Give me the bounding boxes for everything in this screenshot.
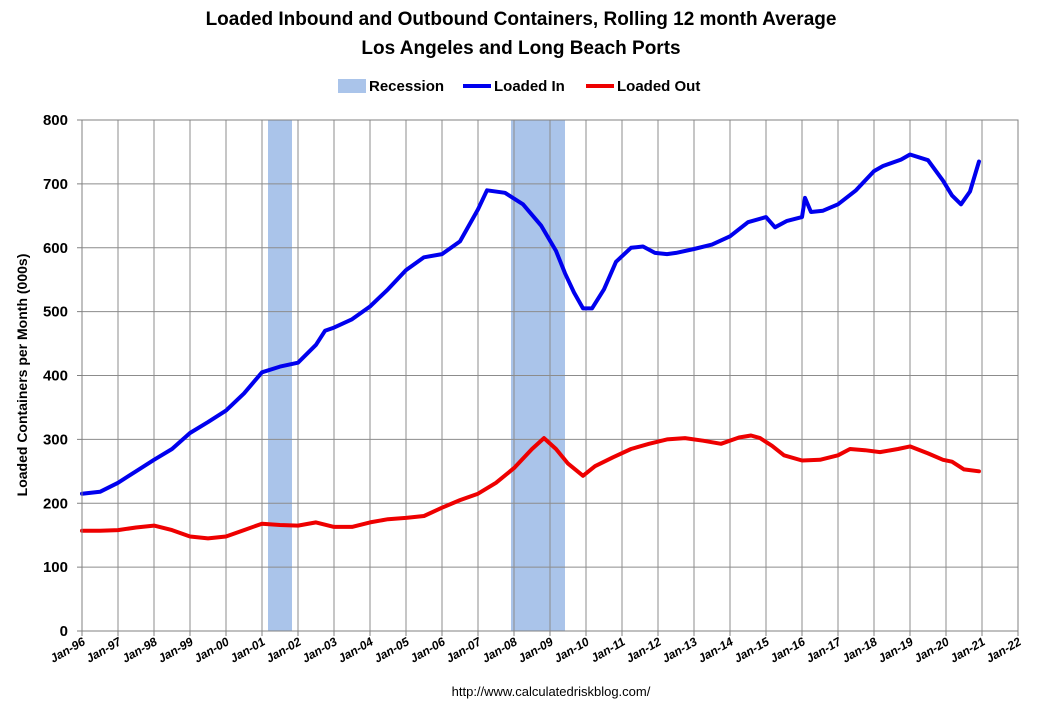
y-tick-label: 500: [43, 304, 68, 321]
y-tick-label: 700: [43, 176, 68, 193]
x-axis-ticks: Jan-96Jan-97Jan-98Jan-99Jan-00Jan-01Jan-…: [48, 631, 1024, 666]
y-tick-label: 100: [43, 559, 68, 576]
x-tick-label: Jan-16: [768, 634, 808, 665]
x-tick-label: Jan-98: [120, 634, 160, 665]
y-axis-label: Loaded Containers per Month (000s): [14, 254, 30, 497]
x-tick-label: Jan-17: [804, 634, 845, 666]
x-tick-label: Jan-10: [552, 634, 592, 665]
x-tick-label: Jan-02: [264, 634, 304, 665]
x-tick-label: Jan-14: [696, 634, 736, 665]
x-tick-label: Jan-00: [192, 634, 232, 665]
x-tick-label: Jan-15: [732, 634, 772, 665]
x-tick-label: Jan-03: [300, 634, 340, 665]
chart-subtitle: Los Angeles and Long Beach Ports: [361, 38, 680, 59]
legend-label-loaded-out: Loaded Out: [617, 78, 700, 95]
gridlines: [81, 119, 1019, 632]
legend-label-loaded-in: Loaded In: [494, 78, 565, 95]
x-tick-label: Jan-05: [372, 634, 412, 665]
x-tick-label: Jan-09: [516, 634, 556, 665]
x-tick-label: Jan-07: [444, 634, 485, 666]
y-tick-label: 800: [43, 112, 68, 129]
x-tick-label: Jan-01: [228, 634, 268, 665]
x-tick-label: Jan-18: [840, 634, 880, 665]
series-line-loaded-out: [80, 433, 981, 541]
x-tick-label: Jan-06: [408, 634, 448, 665]
x-tick-label: Jan-20: [912, 634, 952, 665]
chart-title: Loaded Inbound and Outbound Containers, …: [206, 9, 837, 30]
source-credit: http://www.calculatedriskblog.com/: [452, 684, 651, 699]
series-line-loaded-in: [80, 152, 981, 496]
x-tick-label: Jan-21: [948, 634, 988, 665]
y-tick-label: 0: [60, 623, 68, 640]
y-tick-label: 300: [43, 431, 68, 448]
x-tick-label: Jan-19: [876, 634, 916, 665]
x-tick-label: Jan-99: [156, 634, 196, 665]
x-tick-label: Jan-12: [624, 634, 664, 665]
x-tick-label: Jan-08: [480, 634, 520, 665]
x-tick-label: Jan-97: [84, 634, 125, 666]
x-tick-label: Jan-04: [336, 634, 376, 665]
y-tick-label: 400: [43, 368, 68, 385]
legend-label-recession: Recession: [369, 78, 444, 95]
x-tick-label: Jan-22: [984, 634, 1024, 665]
legend-swatch-recession: [338, 79, 366, 93]
y-tick-label: 200: [43, 495, 68, 512]
x-tick-label: Jan-11: [588, 634, 627, 665]
legend: Recession Loaded In Loaded Out: [338, 78, 700, 95]
series-lines: [80, 152, 981, 541]
y-tick-label: 600: [43, 240, 68, 257]
x-tick-label: Jan-13: [660, 634, 700, 665]
y-axis-ticks: 0 100 200 300 400 500 600 700 800: [43, 112, 82, 640]
